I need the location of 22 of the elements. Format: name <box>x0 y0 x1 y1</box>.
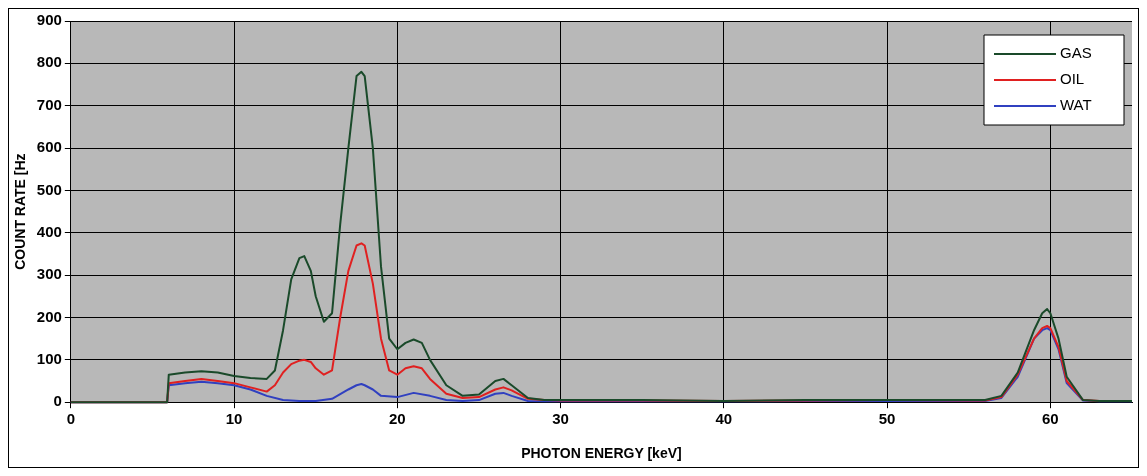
y-tick-label: 200 <box>36 307 62 325</box>
legend-label: GAS <box>1060 44 1092 62</box>
y-tick-label: 300 <box>36 265 62 283</box>
x-tick-label: 0 <box>66 410 75 428</box>
x-tick-label: 50 <box>878 410 896 428</box>
x-tick-label: 40 <box>715 410 733 428</box>
y-tick-label: 900 <box>36 11 62 29</box>
x-tick-label: 30 <box>552 410 569 428</box>
y-tick-label: 500 <box>36 180 62 198</box>
y-tick-label: 800 <box>36 53 62 71</box>
y-tick-label: 100 <box>36 349 62 367</box>
y-tick-label: 0 <box>53 392 62 410</box>
legend-label: OIL <box>1060 70 1085 88</box>
legend-label: WAT <box>1060 96 1092 114</box>
x-tick-label: 20 <box>389 410 406 428</box>
x-tick-label: 60 <box>1042 410 1059 428</box>
y-axis-title: COUNT RATE [Hz <box>12 153 29 270</box>
x-axis-title: PHOTON ENERGY [keV] <box>521 445 682 462</box>
y-tick-label: 700 <box>36 95 62 113</box>
x-tick-label: 10 <box>225 410 243 428</box>
y-tick-label: 600 <box>36 138 62 156</box>
y-tick-label: 400 <box>36 222 62 240</box>
